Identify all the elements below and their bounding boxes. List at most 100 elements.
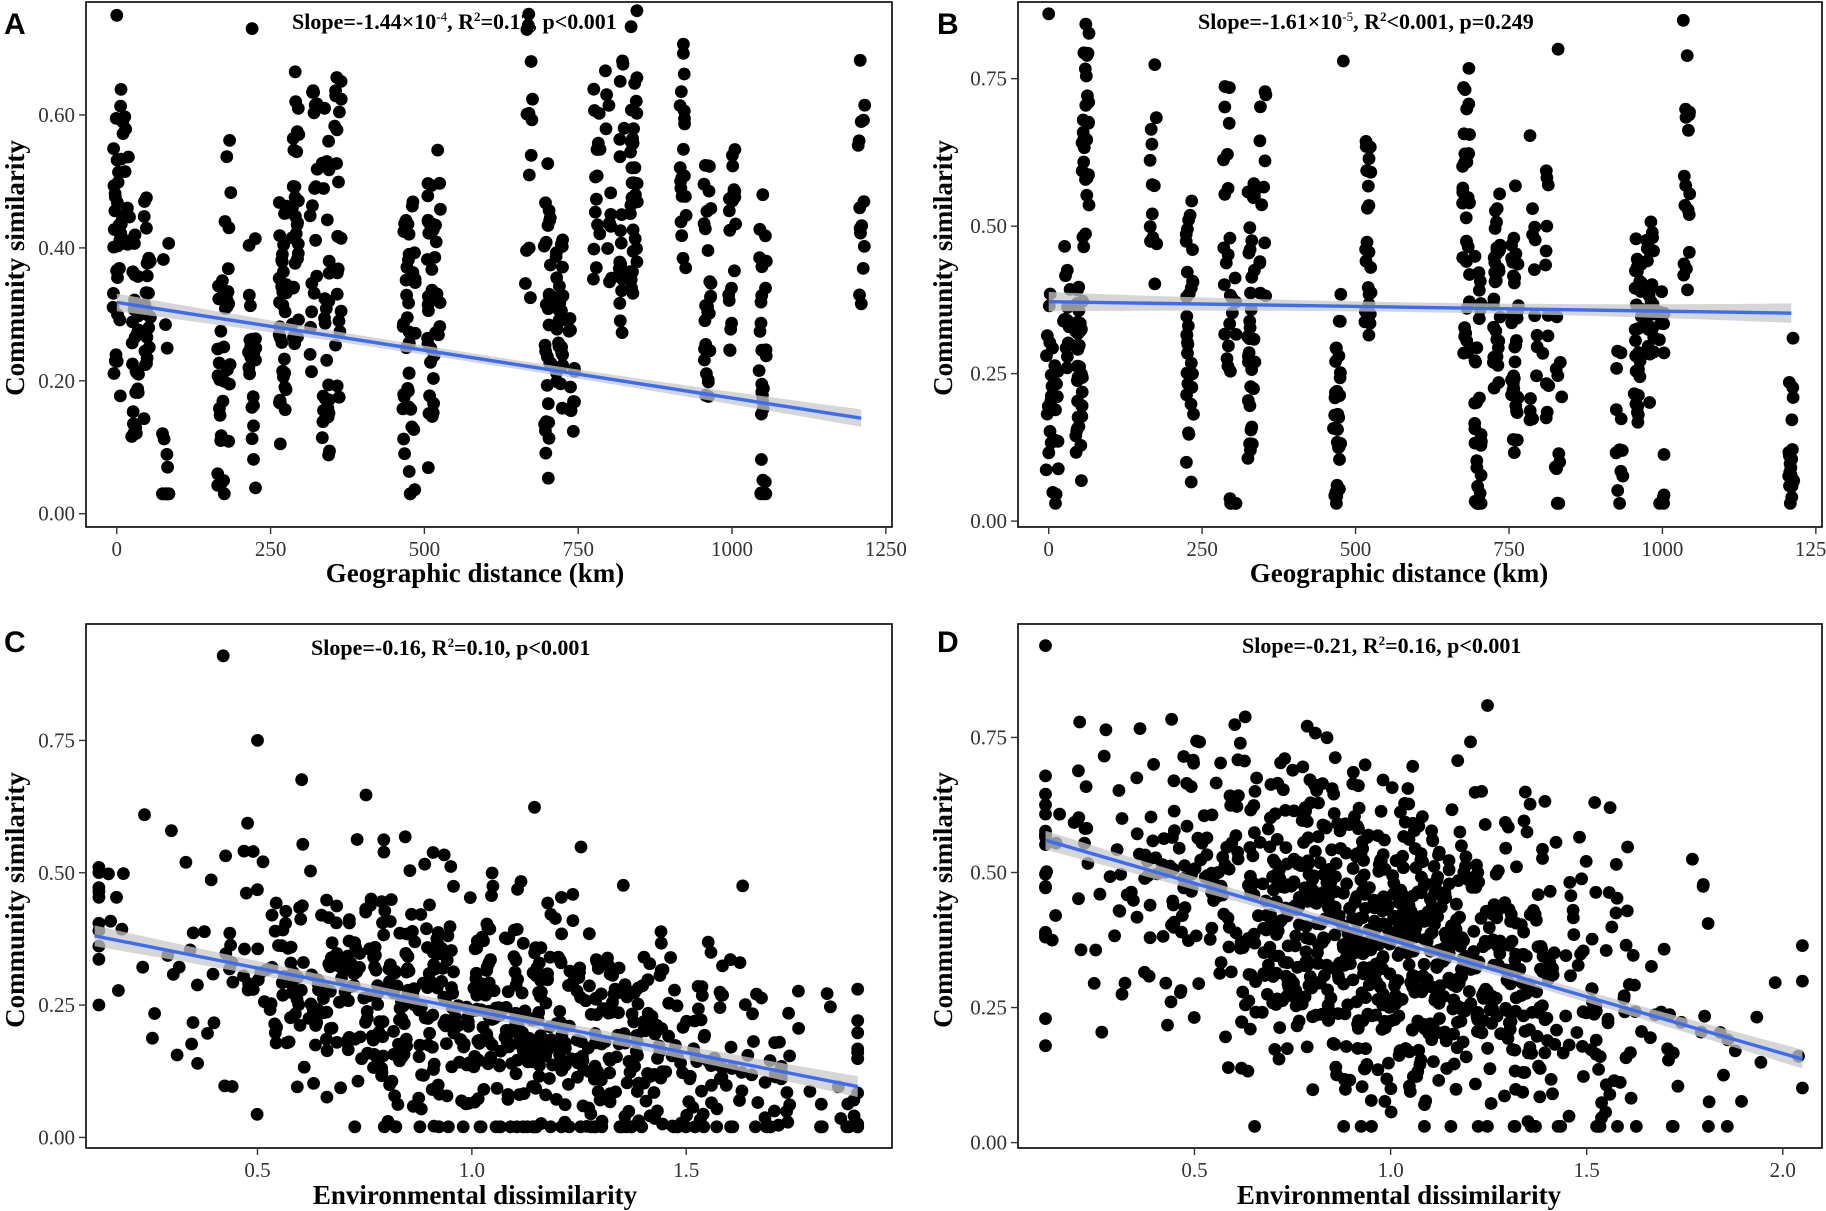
data-point-c-471 bbox=[296, 837, 310, 851]
data-point-c-334 bbox=[224, 938, 238, 952]
data-point-a-548 bbox=[626, 286, 640, 300]
data-point-a-477 bbox=[566, 424, 580, 438]
data-point-b-104 bbox=[1078, 62, 1092, 76]
data-point-d-222 bbox=[1456, 1035, 1470, 1049]
data-point-b-556 bbox=[1785, 413, 1799, 427]
data-point-c-796 bbox=[603, 1095, 617, 1109]
data-point-b-203 bbox=[1245, 437, 1259, 451]
data-point-d-950 bbox=[1235, 1015, 1249, 1029]
data-point-c-683 bbox=[758, 1075, 772, 1089]
data-point-a-44 bbox=[116, 127, 130, 140]
data-point-d-434 bbox=[1346, 862, 1360, 875]
data-point-c-306 bbox=[239, 886, 253, 900]
data-point-d-861 bbox=[1324, 875, 1338, 889]
data-point-c-457 bbox=[241, 816, 255, 830]
data-point-c-78 bbox=[385, 1074, 399, 1088]
data-point-b-316 bbox=[1468, 249, 1482, 263]
data-point-d-730 bbox=[1259, 923, 1273, 937]
data-point-b-425 bbox=[1528, 263, 1541, 276]
data-point-c-381 bbox=[219, 849, 233, 863]
data-point-c-582 bbox=[393, 926, 407, 940]
data-point-a-206 bbox=[273, 396, 286, 409]
data-point-c-140 bbox=[746, 1007, 759, 1021]
data-point-d-34 bbox=[1469, 1077, 1482, 1091]
data-point-d-282 bbox=[1200, 831, 1214, 845]
data-point-d-330 bbox=[1072, 764, 1085, 778]
data-point-c-653 bbox=[241, 983, 255, 997]
y-tick-label-c-2: 0.50 bbox=[38, 861, 75, 885]
data-point-b-17 bbox=[1044, 389, 1058, 403]
data-point-b-549 bbox=[1676, 13, 1690, 27]
data-point-a-465 bbox=[556, 289, 570, 303]
data-point-b-214 bbox=[1253, 134, 1267, 148]
data-point-c-649 bbox=[664, 951, 677, 964]
data-point-b-542 bbox=[1682, 245, 1696, 259]
data-point-b-105 bbox=[1145, 207, 1159, 221]
data-point-d-711 bbox=[1238, 710, 1252, 724]
data-point-c-459 bbox=[110, 890, 123, 904]
data-point-a-613 bbox=[723, 223, 737, 237]
data-point-a-604 bbox=[704, 289, 718, 303]
data-point-a-404 bbox=[526, 92, 539, 106]
data-point-c-718 bbox=[705, 1078, 718, 1092]
data-point-c-136 bbox=[117, 867, 130, 880]
data-point-d-937 bbox=[1350, 995, 1363, 1009]
data-point-d-976 bbox=[1415, 854, 1429, 868]
data-point-d-46 bbox=[1536, 842, 1549, 856]
data-point-d-100 bbox=[1093, 887, 1107, 901]
data-point-d-732 bbox=[1626, 949, 1640, 962]
data-point-c-705 bbox=[780, 1105, 793, 1118]
data-point-d-471 bbox=[1115, 987, 1129, 1001]
data-point-d-1034 bbox=[1356, 947, 1370, 961]
data-point-a-143 bbox=[221, 262, 235, 276]
data-point-d-896 bbox=[1394, 883, 1408, 897]
data-point-b-438 bbox=[1540, 377, 1553, 391]
data-point-a-506 bbox=[600, 88, 613, 102]
data-point-c-623 bbox=[570, 984, 584, 998]
data-point-a-551 bbox=[629, 188, 642, 202]
data-point-d-161 bbox=[1099, 723, 1113, 737]
data-point-a-244 bbox=[303, 209, 317, 223]
data-point-d-628 bbox=[1300, 1040, 1314, 1054]
data-point-b-123 bbox=[1180, 455, 1193, 469]
regression-line-c bbox=[94, 934, 859, 1089]
data-point-a-473 bbox=[564, 323, 577, 337]
data-point-d-927 bbox=[1290, 1019, 1304, 1033]
data-point-c-554 bbox=[693, 1113, 707, 1127]
data-point-a-292 bbox=[333, 105, 346, 119]
data-point-c-788 bbox=[641, 1006, 655, 1020]
data-point-b-572 bbox=[1783, 497, 1797, 510]
data-point-d-920 bbox=[1138, 965, 1151, 979]
data-point-a-403 bbox=[520, 107, 534, 121]
data-point-a-671 bbox=[110, 8, 124, 22]
data-point-a-341 bbox=[408, 326, 422, 340]
data-point-d-26 bbox=[1671, 1079, 1685, 1093]
data-point-b-474 bbox=[1629, 334, 1642, 347]
data-point-c-349 bbox=[620, 1076, 634, 1090]
data-point-d-465 bbox=[1087, 977, 1101, 990]
data-point-a-345 bbox=[405, 420, 419, 434]
plot-frame-b bbox=[1017, 1, 1823, 528]
data-point-c-794 bbox=[686, 1101, 700, 1114]
data-point-b-342 bbox=[1472, 312, 1486, 325]
data-point-a-454 bbox=[552, 313, 566, 327]
data-point-a-644 bbox=[759, 229, 772, 243]
data-point-a-374 bbox=[425, 410, 439, 423]
data-point-d-694 bbox=[1279, 804, 1292, 817]
data-point-d-249 bbox=[1306, 1083, 1320, 1097]
data-point-d-634 bbox=[1426, 833, 1439, 847]
data-point-a-503 bbox=[599, 64, 612, 78]
data-point-c-714 bbox=[433, 1087, 446, 1101]
data-point-c-821 bbox=[251, 734, 264, 747]
data-point-d-545 bbox=[1252, 909, 1265, 923]
data-point-b-142 bbox=[1184, 397, 1198, 411]
data-point-c-719 bbox=[384, 893, 398, 906]
data-point-a-655 bbox=[755, 377, 769, 391]
data-point-d-857 bbox=[1180, 777, 1194, 790]
data-point-b-324 bbox=[1472, 266, 1486, 279]
data-point-b-433 bbox=[1539, 244, 1553, 258]
data-point-c-778 bbox=[692, 1002, 705, 1016]
data-point-d-982 bbox=[1133, 722, 1147, 735]
data-point-d-179 bbox=[1599, 944, 1613, 957]
data-point-c-385 bbox=[387, 1025, 400, 1038]
